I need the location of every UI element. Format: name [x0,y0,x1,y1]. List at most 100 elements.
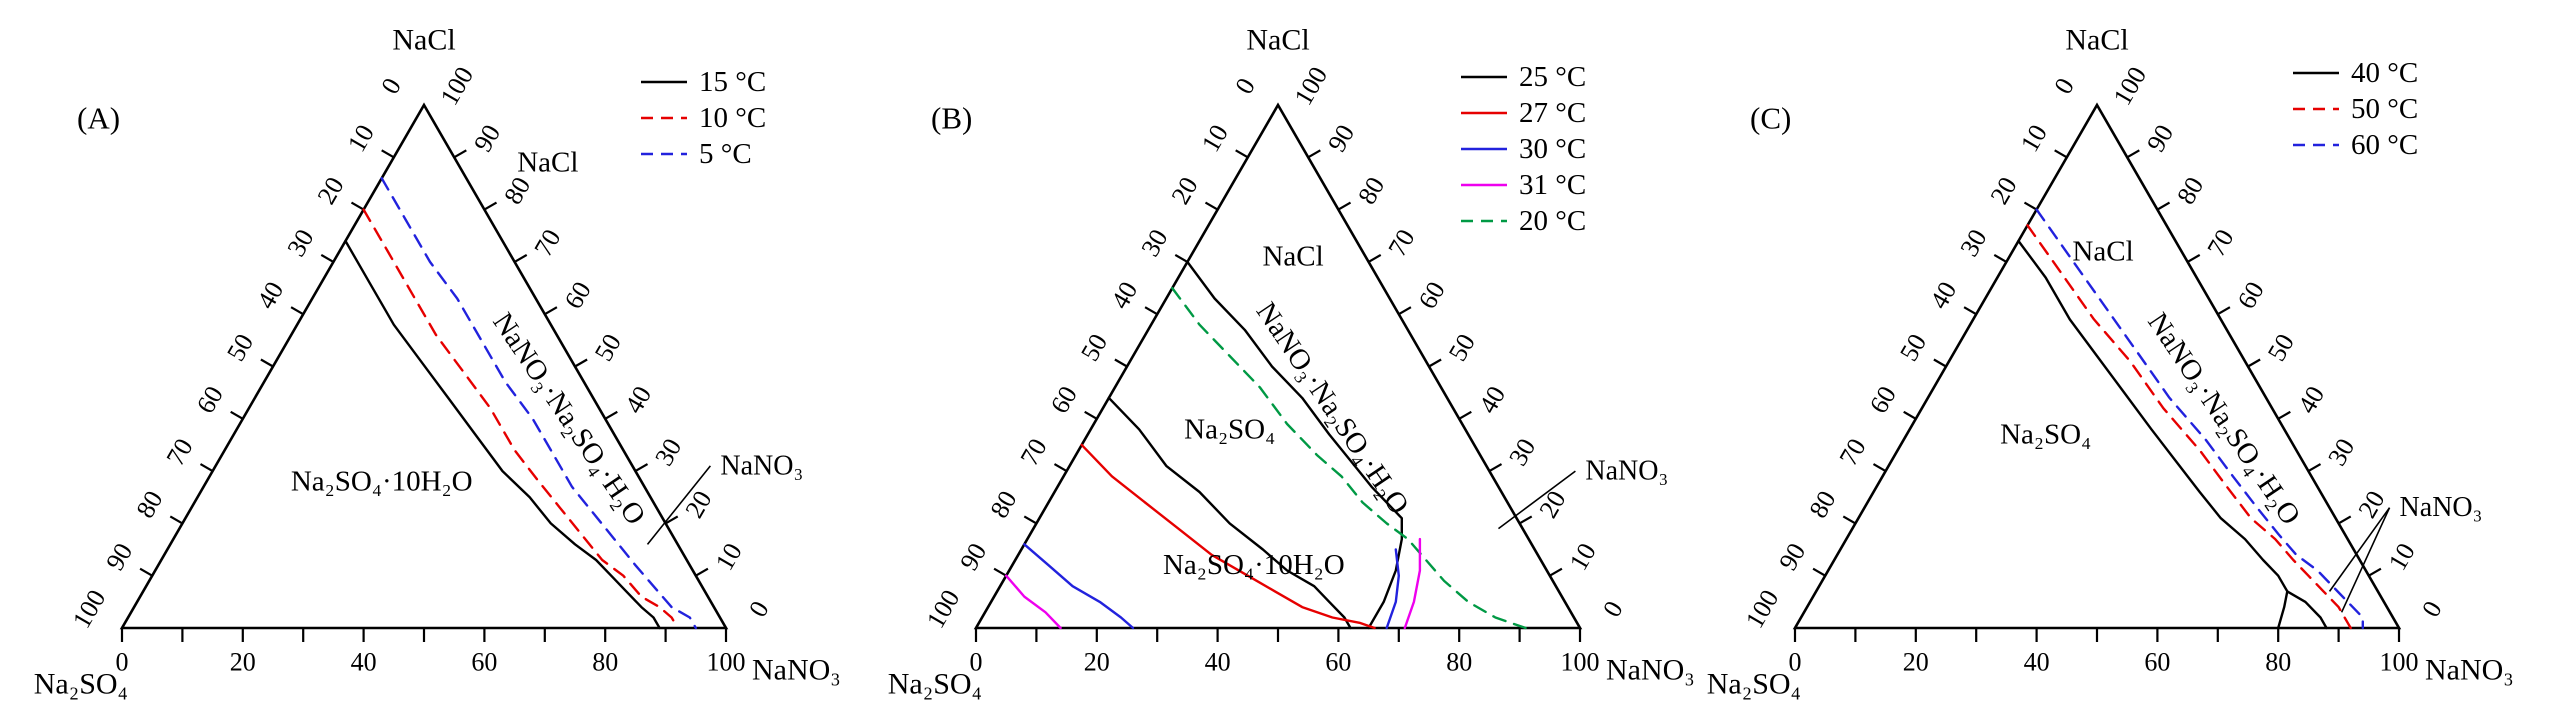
left-axis-tick-label: 70 [1834,434,1872,471]
bottom-right-corner-label: NaNO₃ [752,654,841,687]
right-tick [1488,463,1503,473]
right-axis-tick-label: 10 [2383,538,2421,575]
right-tick [2307,463,2322,473]
right-axis-tick-label: 100 [435,62,480,110]
left-tick [350,201,365,211]
right-tick [574,358,588,368]
bottom-axis-tick-label: 40 [2024,648,2050,677]
left-axis-tick-label: 90 [1773,538,1811,575]
legend-item-60-c: 60 °C [2293,129,2418,161]
bottom-right-corner-label: NaNO₃ [2425,654,2514,687]
apex-label: NaCl [1246,24,1309,57]
left-tick [260,358,274,368]
left-axis-tick-label: 100 [1740,585,1785,633]
left-axis-tick-label: 80 [984,486,1022,523]
left-tick [1235,149,1249,159]
left-tick [1023,515,1037,525]
left-axis-tick-label: 20 [1166,172,1204,209]
right-axis-tick-label: 40 [1473,381,1511,418]
legend-item-40-c: 40 °C [2293,57,2418,89]
left-tick [1084,410,1098,420]
bottom-axis-tick-label: 40 [351,648,377,677]
right-axis-tick-label: 50 [589,329,627,366]
right-axis-tick-label: 90 [1322,120,1360,157]
legend-item-15-c: 15 °C [641,66,766,98]
left-tick [1872,463,1887,473]
legend-label: 15 °C [699,66,766,98]
annotation-nano: NaNO₃ [2400,492,2483,523]
left-tick [993,567,1007,577]
left-axis-tick-label: 60 [191,381,229,418]
legend-item-27-c: 27 °C [1461,97,1586,129]
legend-label: 27 °C [1519,97,1586,129]
left-axis-tick-label: 0 [2048,73,2080,99]
legend-item-25-c: 25 °C [1461,61,1586,93]
left-axis-tick-label: 70 [161,434,199,471]
leader-line [2340,507,2391,613]
right-axis-tick-label: 50 [1443,329,1481,366]
bottom-axis-tick-label: 60 [1325,648,1351,677]
bottom-axis-tick-label: 100 [1561,648,1600,677]
right-tick [483,201,498,211]
left-axis-tick-label: 20 [312,172,350,209]
right-axis-tick-label: 90 [2141,120,2179,157]
left-tick [1963,306,1977,316]
left-axis-tick-label: 50 [1894,329,1932,366]
annotation-nano: NaNO₃ [720,450,803,481]
bottom-axis-tick-label: 80 [2265,648,2291,677]
right-axis-tick-label: 0 [2416,596,2448,622]
left-tick [2054,149,2068,159]
right-axis-tick-label: 100 [2108,62,2153,110]
bottom-axis-tick-label: 20 [230,648,256,677]
right-axis-tick-label: 40 [619,381,657,418]
triangle-outline [1792,102,2402,630]
curve-31-c-right-branch [1403,537,1422,630]
bottom-axis-tick-label: 60 [2144,648,2170,677]
bottom-axis-tick-label: 100 [2380,648,2419,677]
left-tick [320,253,334,263]
left-axis-tick-label: 40 [251,277,289,314]
left-axis-tick-label: 30 [281,224,319,261]
apex-label: NaCl [2065,24,2128,57]
right-axis-tick-label: 70 [1382,224,1420,261]
bottom-axis-tick-label: 40 [1205,648,1231,677]
panel-letter: (C) [1750,101,1791,136]
right-axis-tick-label: 100 [1289,62,1334,110]
region-label-nacl: NaCl [1262,241,1323,273]
right-tick [544,306,558,316]
legend-label: 40 °C [2351,57,2418,89]
right-tick [2156,201,2171,211]
left-axis-tick-label: 10 [2015,120,2053,157]
left-axis-tick-label: 40 [1105,277,1143,314]
left-axis-tick-label: 10 [342,120,380,157]
right-axis-tick-label: 80 [2171,172,2209,209]
right-axis-tick-label: 0 [743,596,775,622]
region-label-na-so: Na₂SO₄ [1184,413,1275,445]
right-axis-tick-label: 70 [2201,224,2239,261]
legend-item-50-c: 50 °C [2293,93,2418,125]
bottom-axis-tick-label: 80 [592,648,618,677]
left-tick [230,410,244,420]
right-axis-tick-label: 30 [1503,434,1541,471]
left-axis-tick-label: 20 [1985,172,2023,209]
right-axis-tick-label: 10 [710,538,748,575]
legend-item-31-c: 31 °C [1461,169,1586,201]
right-axis-tick-label: 20 [1533,486,1571,523]
curve-10-c-isotherm [362,208,679,630]
legend-label: 30 °C [1519,133,1586,165]
right-tick [2217,306,2231,316]
left-tick [1144,306,1158,316]
right-tick [695,567,709,577]
annotation-nano: NaNO₃ [1585,456,1668,487]
region-label-nano-na-so-h-o: NaNO₃·Na₂SO₄·H₂O [486,307,651,531]
left-axis-tick-label: 60 [1864,381,1902,418]
left-tick [139,567,153,577]
left-axis-tick-label: 60 [1045,381,1083,418]
panel-letter: (A) [77,101,120,136]
leader-line [2328,507,2391,592]
legend: 25 °C 27 °C 30 °C 31 °C 20 °C [1461,61,1586,237]
legend-label: 10 °C [699,102,766,134]
right-axis-tick-label: 60 [1413,277,1451,314]
